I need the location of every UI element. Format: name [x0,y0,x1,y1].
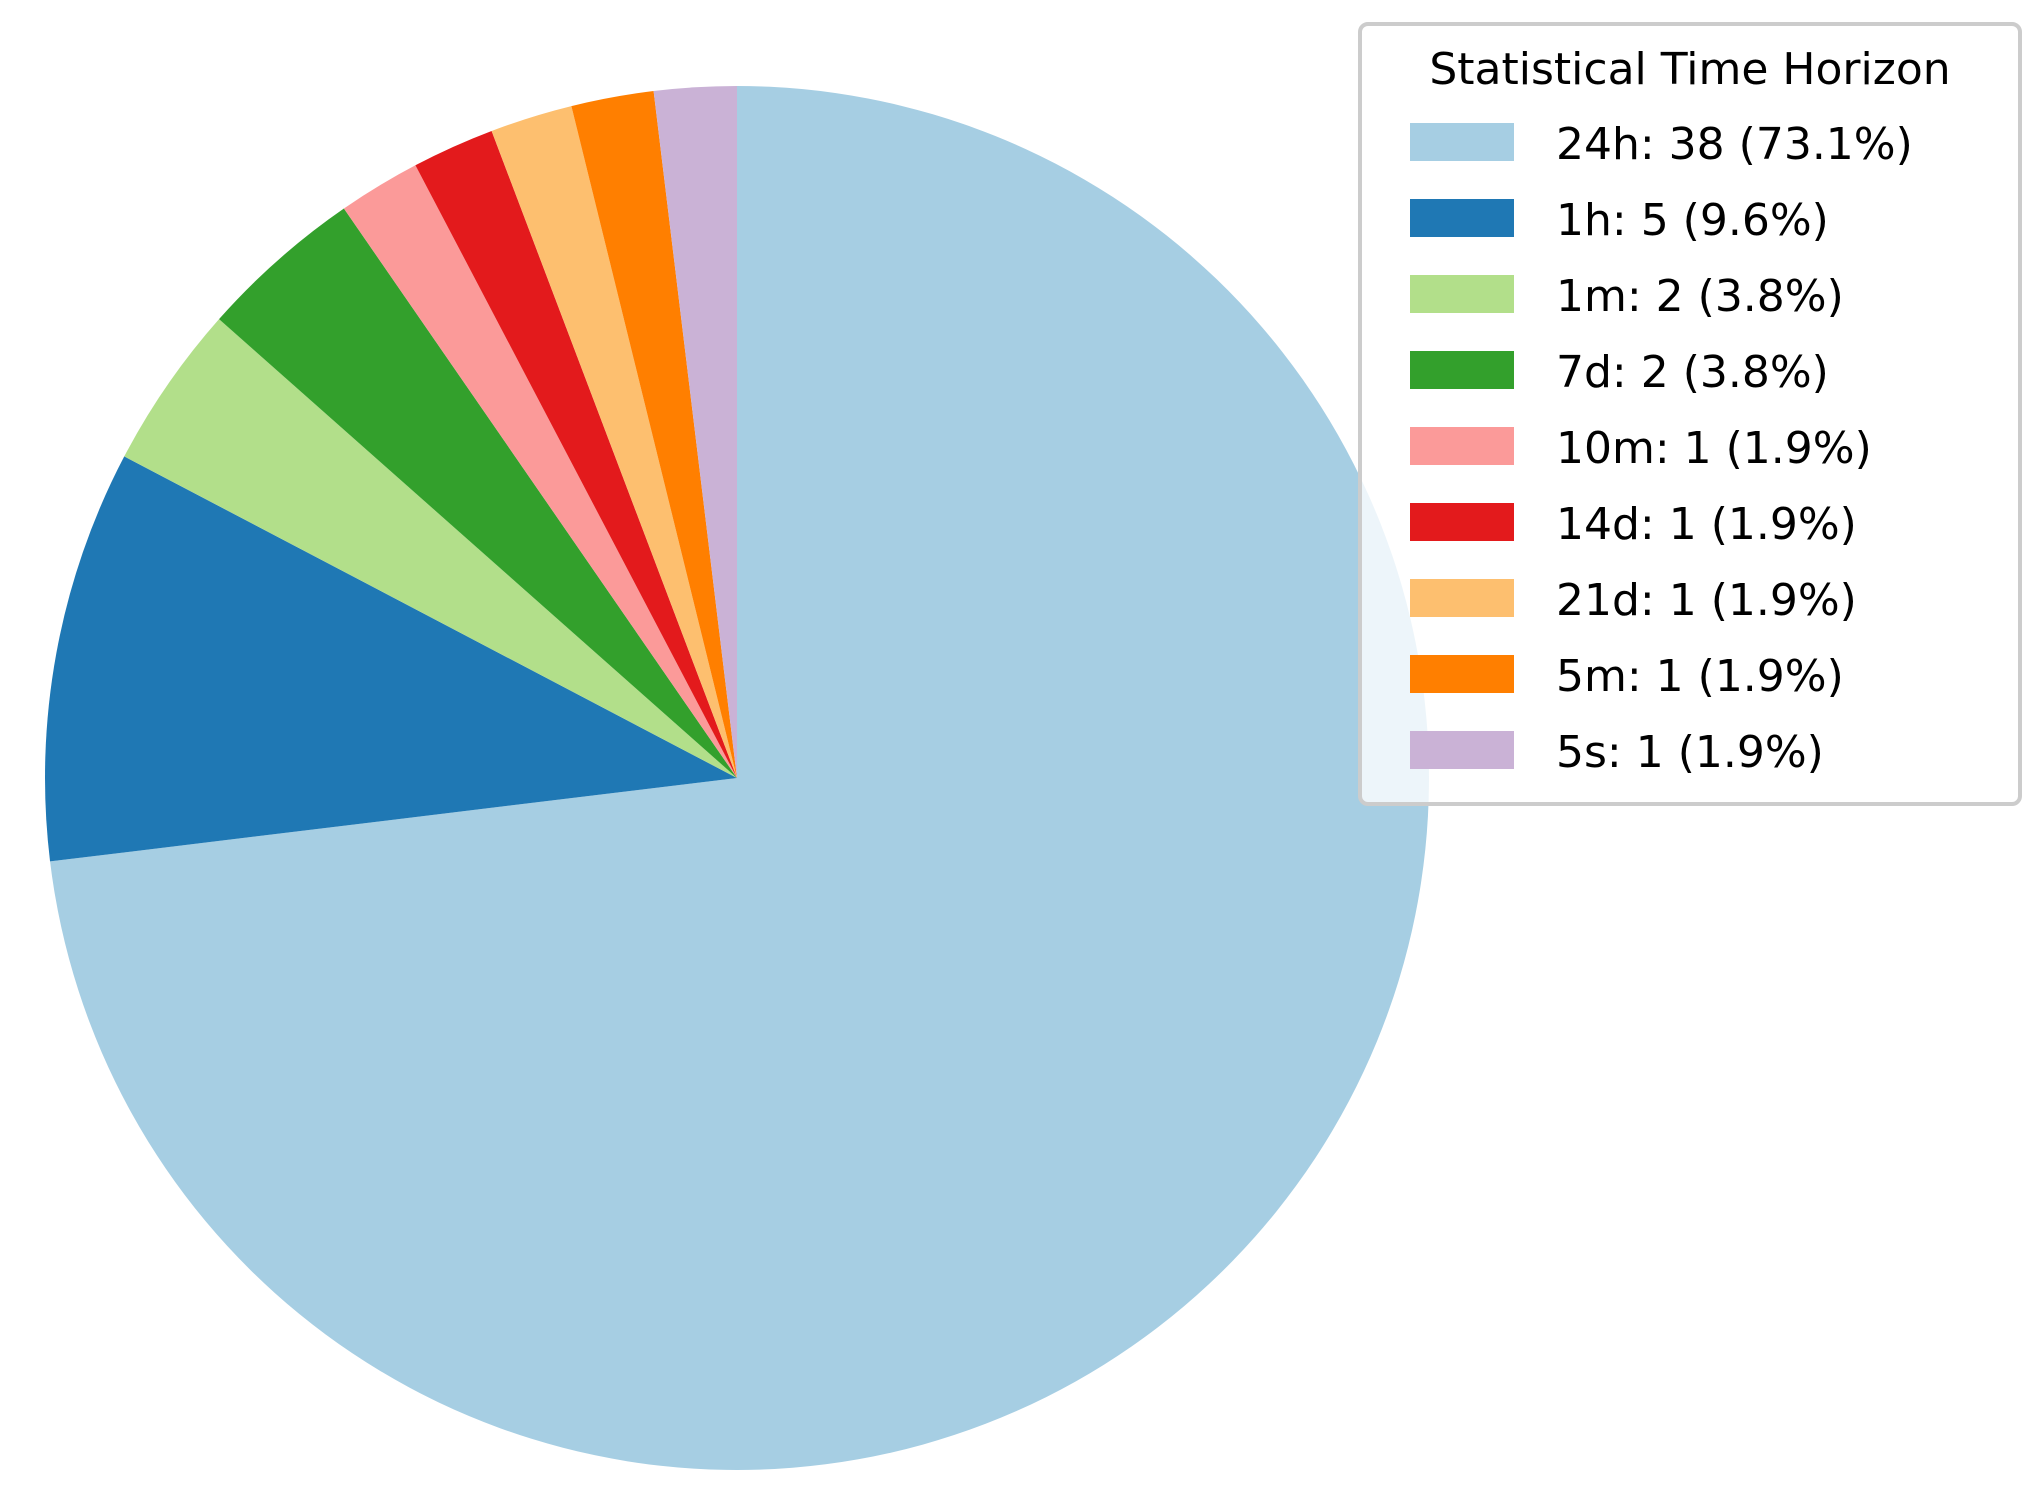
legend-box [1358,22,2022,806]
legend-swatch-1h [1410,199,1514,237]
pie-slice-1h [45,456,738,862]
legend-label-14d: 14d: 1 (1.9%) [1556,499,1857,550]
legend-swatch-5s [1410,731,1514,769]
legend: Statistical Time Horizon 24h: 38 (73.1%)… [1358,22,2022,806]
legend-title: Statistical Time Horizon [1429,44,1950,95]
legend-swatch-1m [1410,275,1514,313]
pie-slice-14d [415,130,737,779]
legend-label-1h: 1h: 5 (9.6%) [1556,195,1829,246]
legend-swatch-5m [1410,655,1514,693]
legend-swatch-24h [1410,123,1514,161]
legend-label-24h: 24h: 38 (73.1%) [1556,119,1913,170]
pie-slice-21d [491,106,737,779]
legend-label-10m: 10m: 1 (1.9%) [1556,423,1872,474]
legend-swatch-14d [1410,503,1514,541]
pie-slice-10m [343,165,737,778]
legend-label-7d: 7d: 2 (3.8%) [1556,347,1829,398]
legend-label-21d: 21d: 1 (1.9%) [1556,575,1857,626]
legend-swatch-21d [1410,579,1514,617]
legend-label-1m: 1m: 2 (3.8%) [1556,271,1844,322]
legend-swatch-10m [1410,427,1514,465]
pie-slice-5m [571,91,737,779]
legend-label-5m: 5m: 1 (1.9%) [1556,651,1844,702]
pie-slice-24h [50,86,1430,1470]
pie-slice-5s [653,86,737,778]
legend-entries: 24h: 38 (73.1%) 1h: 5 (9.6%) 1m: 2 (3.8%) 7… [1410,119,1913,778]
legend-label-5s: 5s: 1 (1.9%) [1556,727,1824,778]
pie-slice-7d [219,208,737,778]
pie-slice-1m [124,319,737,778]
legend-swatch-7d [1410,351,1514,389]
pie-slices [45,86,1430,1470]
